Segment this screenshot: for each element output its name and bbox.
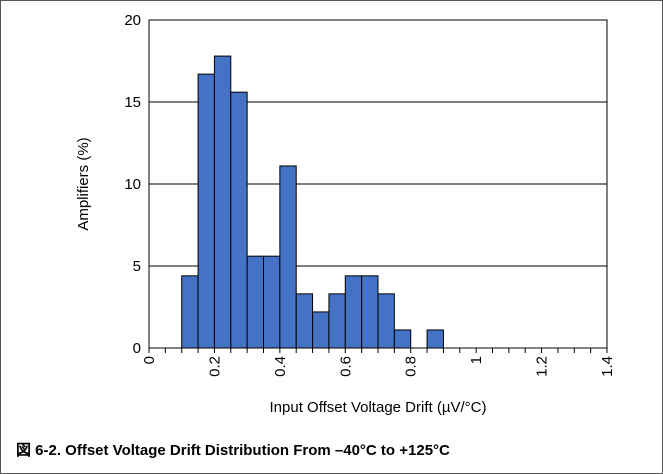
histogram-bar-12 [377,293,395,349]
histogram-bars [181,55,444,349]
x-tick-label: 1 [468,356,485,364]
x-tick-label: 0.8 [403,356,420,377]
x-tick-label: 1.2 [534,356,551,377]
histogram-bar-3 [230,91,248,349]
y-tick-label: 5 [133,258,141,275]
histogram-bar-2 [213,55,232,349]
x-tick-label: 0.2 [206,356,223,377]
histogram-bar-13 [393,329,412,349]
y-tick-label: 15 [124,94,141,111]
tick-labels: 0 5 10 15 20 0 0.2 0.4 0.6 0.8 1 1.2 1.4 [124,12,616,377]
histogram-bar-8 [312,311,330,349]
y-tick-label: 0 [133,340,141,357]
x-tick-label: 0.6 [337,356,354,377]
histogram-bar-9 [328,293,346,349]
histogram-bar-10 [344,275,363,349]
x-tick-label: 0.4 [272,356,289,377]
histogram-bar-4 [246,255,264,349]
histogram-bar-14 [426,329,444,349]
y-axis-title: Amplifiers (%) [75,137,92,230]
histogram-bar-7 [295,293,314,349]
figure-caption: 図 6-2. Offset Voltage Drift Distribution… [16,442,450,459]
x-tick-label: 0 [141,356,158,364]
histogram-bar-1 [197,73,215,349]
histogram-bar-5 [263,255,281,349]
y-tick-label: 10 [124,176,141,193]
y-tick-label: 20 [124,12,141,29]
histogram-bar-11 [361,275,379,349]
x-axis-title: Input Offset Voltage Drift (µV/°C) [270,399,487,416]
axes [148,19,608,353]
x-tick-label: 1.4 [599,356,616,377]
histogram-bar-6 [279,165,297,349]
histogram-bar-0 [181,275,199,349]
